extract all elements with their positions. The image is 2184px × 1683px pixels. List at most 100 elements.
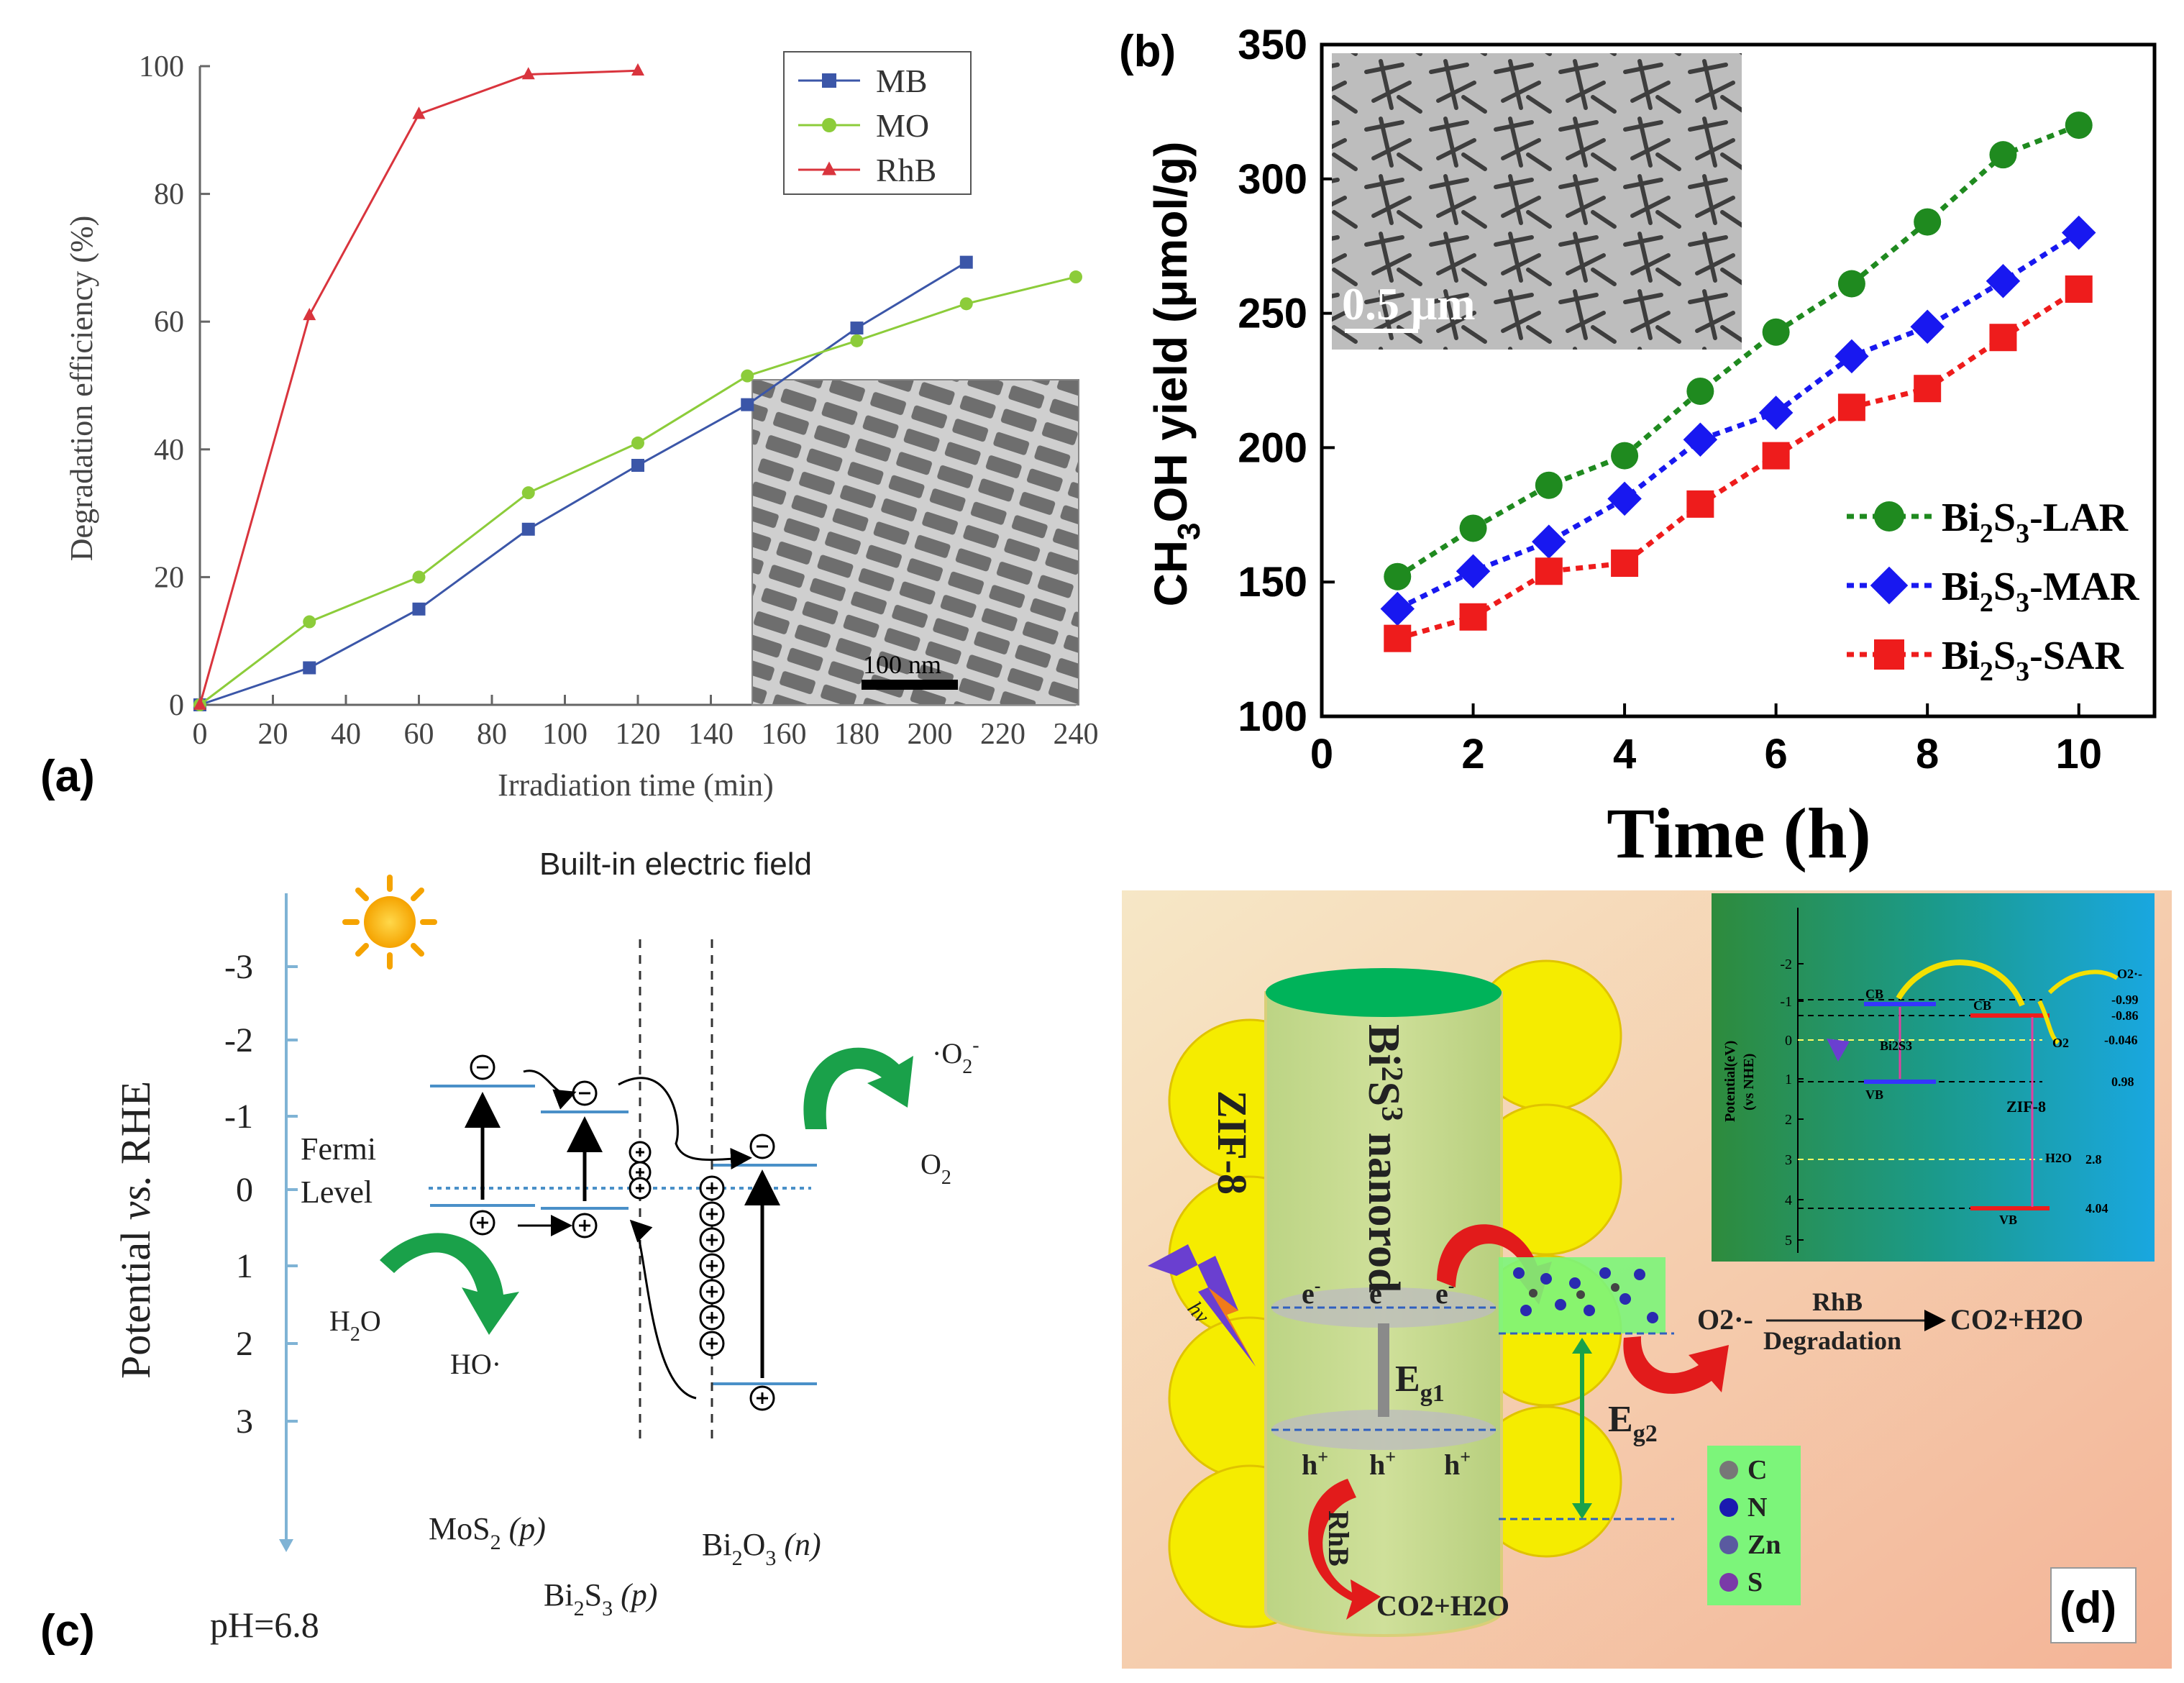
- inset-tick-label: 4: [1785, 1192, 1792, 1208]
- o2-reduction-arrow: [803, 1047, 913, 1129]
- legend-label-mo: MO: [876, 107, 929, 144]
- series-line-mb: [199, 261, 967, 706]
- inset-tick-label: 3: [1785, 1152, 1792, 1168]
- inset-y-label-2: (vs NHE): [1741, 1054, 1757, 1110]
- inset-tick-label: 5: [1785, 1233, 1792, 1249]
- data-point-lar: [1686, 377, 1714, 405]
- data-point-sar: [2065, 275, 2093, 303]
- zif8-band-box: [1499, 1257, 1674, 1520]
- co2-h2o-product-label: CO2+H2O: [1950, 1303, 2083, 1336]
- legend-label-rhb: RhB: [876, 152, 936, 188]
- atom-legend: C N Zn S: [1707, 1446, 1801, 1605]
- panel-d-label: (d): [2060, 1583, 2116, 1633]
- panel-a-axes: 0 20 40 60 80 100 0 20 40 60 80 100 120 140 160 180 200…: [139, 50, 1099, 751]
- data-point-mb: [521, 522, 535, 536]
- x-tick-label: 2: [1461, 731, 1484, 777]
- legend-label-mar: Bi2S3-MAR: [1942, 565, 2139, 618]
- legend-s: S: [1747, 1567, 1763, 1597]
- fermi-label-line1: Fermi: [301, 1131, 376, 1167]
- rhb-arrow: [1308, 1479, 1381, 1620]
- inset-vb1: VB: [1865, 1087, 1883, 1102]
- x-tick-label: 8: [1916, 731, 1939, 777]
- legend-label-sar: Bi2S3-SAR: [1942, 634, 2124, 687]
- panel-a-y-axis-label: Degradation efficiency (%): [64, 216, 99, 562]
- data-point-mb: [631, 459, 644, 472]
- x-tick-label: 0: [1310, 731, 1333, 777]
- inset-h2o: H2O: [2045, 1151, 2072, 1165]
- data-point-rhb: [631, 63, 644, 76]
- inset-level-3: -0.046: [2104, 1033, 2138, 1047]
- data-point-rhb: [521, 67, 535, 80]
- fermi-label-line2: Level: [301, 1175, 373, 1210]
- panel-b-y-axis-label: CH3OH yield (μmol/g): [1145, 142, 1207, 607]
- inset-o2: O2: [2052, 1036, 2069, 1050]
- y-tick-label: 0: [169, 689, 184, 722]
- potential-tick-label: -2: [224, 1021, 253, 1059]
- data-point-sar: [1989, 324, 2017, 352]
- h2o-label: H2O: [329, 1305, 381, 1346]
- data-point-sar: [1914, 375, 1942, 403]
- hole-3: h+: [1444, 1446, 1471, 1481]
- data-point-lar: [2065, 111, 2093, 140]
- legend-zn: Zn: [1747, 1530, 1781, 1560]
- data-point-mar: [2061, 215, 2096, 250]
- potential-tick-label: 0: [236, 1171, 253, 1209]
- x-tick-label: 20: [258, 718, 288, 751]
- legend-marker-mo: [822, 118, 836, 132]
- panel-b-tem-inset: 0.5 μm: [1332, 53, 1742, 350]
- y-tick-label: 350: [1238, 22, 1307, 68]
- potential-tick-label: 3: [236, 1402, 253, 1441]
- x-tick-label: 140: [688, 718, 734, 751]
- legend-marker-rhb: [822, 161, 836, 175]
- data-point-mb: [850, 321, 864, 335]
- legend-marker-mb: [822, 73, 836, 88]
- data-point-sar: [1762, 442, 1790, 470]
- panel-c-title: Built-in electric field: [539, 847, 812, 882]
- data-point-sar: [1686, 490, 1714, 518]
- data-point-mo: [631, 436, 644, 450]
- potential-tick-label: -3: [224, 948, 253, 986]
- panel-a-label: (a): [40, 752, 95, 801]
- inset-bi2s3: Bi2S3: [1880, 1039, 1912, 1053]
- electron-transfer-arrow: [1437, 1224, 1552, 1305]
- legend-label-lar: Bi2S3-LAR: [1942, 496, 2129, 549]
- data-point-mo: [1069, 270, 1082, 284]
- data-point-mar: [1683, 422, 1718, 457]
- legend-marker-mar: [1870, 566, 1909, 605]
- data-point-sar: [1384, 624, 1412, 652]
- data-point-mar: [1380, 591, 1415, 626]
- data-point-sar: [1837, 393, 1865, 421]
- ph-label: pH=6.8: [210, 1605, 319, 1645]
- data-point-mar: [1607, 481, 1642, 516]
- data-point-lar: [1989, 141, 2017, 169]
- y-tick-label: 100: [1238, 693, 1307, 740]
- y-tick-label: 300: [1238, 156, 1307, 203]
- data-point-sar: [1535, 557, 1563, 585]
- inset-zif8: ZIF-8: [2006, 1098, 2046, 1116]
- inset-y-label: Potential(eV): [1722, 1041, 1738, 1122]
- y-tick-label: 100: [139, 50, 184, 83]
- data-point-lar: [1762, 318, 1790, 346]
- x-tick-label: 40: [331, 718, 361, 751]
- y-tick-label: 40: [154, 434, 184, 467]
- legend-marker-lar: [1874, 501, 1904, 532]
- x-tick-label: 220: [980, 718, 1025, 751]
- x-tick-label: 180: [834, 718, 879, 751]
- data-point-sar: [1611, 549, 1639, 578]
- x-tick-label: 4: [1613, 731, 1636, 777]
- y-tick-label: 20: [154, 561, 184, 594]
- data-point-lar: [1837, 270, 1865, 298]
- x-tick-label: 0: [193, 718, 208, 751]
- data-point-mo: [303, 615, 316, 629]
- data-point-lar: [1459, 514, 1487, 542]
- nanorod-label: Bi2S3 nanorod: [1359, 1024, 1408, 1292]
- data-point-mar: [1910, 309, 1945, 345]
- inset-level-5: 2.8: [2085, 1152, 2102, 1167]
- y-tick-label: 250: [1238, 291, 1307, 337]
- water-oxidation-arrow: [380, 1233, 519, 1335]
- bi2o3-label: Bi2O3 (n): [702, 1527, 821, 1570]
- data-point-rhb: [303, 307, 316, 321]
- mos2-label: MoS2 (p): [429, 1511, 546, 1554]
- y-tick-label: 150: [1238, 559, 1307, 606]
- panel-b-legend: Bi2S3-LAR Bi2S3-MAR Bi2S3-SAR: [1847, 496, 2139, 687]
